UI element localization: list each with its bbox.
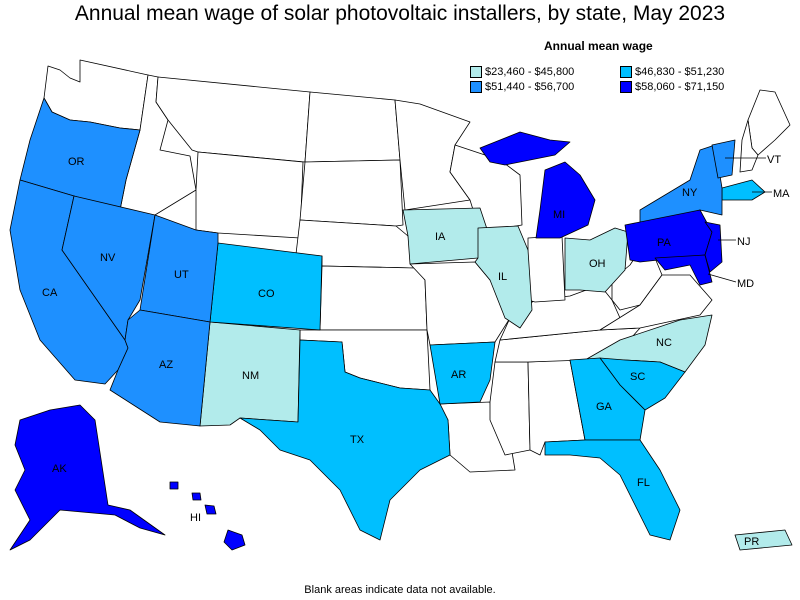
label-NC: NC [656,337,672,349]
state-HI-big[interactable] [223,529,246,551]
state-AK[interactable] [9,404,166,551]
label-MA: MA [773,188,790,200]
legend-title: Annual mean wage [544,39,653,53]
label-HI: HI [190,512,201,524]
legend-label: $58,060 - $71,150 [635,81,725,93]
state-OH[interactable] [564,227,629,293]
label-OH: OH [589,258,606,270]
legend-item-3: $51,440 - $56,700 [470,81,574,93]
label-CO: CO [258,288,275,300]
label-NM: NM [242,370,259,382]
label-MD: MD [737,278,754,290]
label-NY: NY [682,187,698,199]
label-OR: OR [68,156,85,168]
state-MD[interactable] [654,254,713,286]
label-NV: NV [100,252,116,264]
label-VT: VT [767,154,781,166]
state-labels: OR CA NV UT AZ CO NM TX IA IL AR MI OH N… [42,154,790,548]
legend-label: $46,830 - $51,230 [635,66,725,78]
state-CO[interactable] [209,242,323,331]
state-VT[interactable] [711,139,736,179]
label-MI: MI [553,209,565,221]
label-IA: IA [435,231,446,243]
state-VA[interactable] [599,274,713,331]
label-IL: IL [498,271,507,283]
state-IA[interactable] [402,207,489,265]
label-NJ: NJ [737,236,750,248]
tier-0-states [199,207,793,551]
state-MI-lower[interactable] [535,161,596,239]
state-WI[interactable] [449,144,523,233]
label-TX: TX [350,434,365,446]
legend-swatch [620,81,632,93]
label-AK: AK [52,463,67,475]
state-ME[interactable] [747,89,791,156]
legend-item-1: $23,460 - $45,800 [470,66,574,78]
label-PR: PR [744,536,759,548]
legend-label: $23,460 - $45,800 [485,66,575,78]
state-PR[interactable] [734,529,793,551]
state-OR[interactable] [19,97,141,211]
state-PA[interactable] [624,209,713,263]
label-CA: CA [42,287,58,299]
legend-item-4: $58,060 - $71,150 [620,81,724,93]
tier-3-states [9,131,723,551]
label-UT: UT [174,269,189,281]
state-WY[interactable] [195,151,304,239]
label-FL: FL [637,477,650,489]
leader-lines [707,157,772,283]
state-TX[interactable] [239,339,451,541]
state-HI-kauai[interactable] [169,481,179,490]
label-PA: PA [657,237,672,249]
state-KS[interactable] [319,265,428,331]
state-AR[interactable] [429,341,496,405]
no-data-states [43,59,791,473]
state-MI-upper[interactable] [479,131,571,166]
legend-swatch [470,81,482,93]
legend-swatch [620,66,632,78]
state-IL[interactable] [474,225,533,329]
state-NJ[interactable] [704,221,723,273]
legend-swatch [470,66,482,78]
state-MA[interactable] [721,179,766,201]
state-HI-maui[interactable] [204,504,217,515]
state-MT[interactable] [155,76,311,163]
legend-label: $51,440 - $56,700 [485,81,575,93]
state-SD[interactable] [299,159,404,227]
state-NH[interactable] [739,119,759,173]
state-IN[interactable] [527,235,566,303]
label-GA: GA [596,401,613,413]
map-title: Annual mean wage of solar photovoltaic i… [74,2,726,25]
state-FL[interactable] [544,439,681,541]
state-ND[interactable] [304,91,401,163]
label-AR: AR [451,369,466,381]
legend-item-2: $46,830 - $51,230 [620,66,724,78]
state-HI-oahu[interactable] [191,492,202,501]
tier-2-states [9,97,736,427]
tier-1-states [209,179,766,541]
label-SC: SC [630,371,645,383]
label-AZ: AZ [159,359,173,371]
state-AZ[interactable] [109,309,211,427]
state-NY[interactable] [639,144,723,226]
footnote: Blank areas indicate data not available. [304,584,496,596]
